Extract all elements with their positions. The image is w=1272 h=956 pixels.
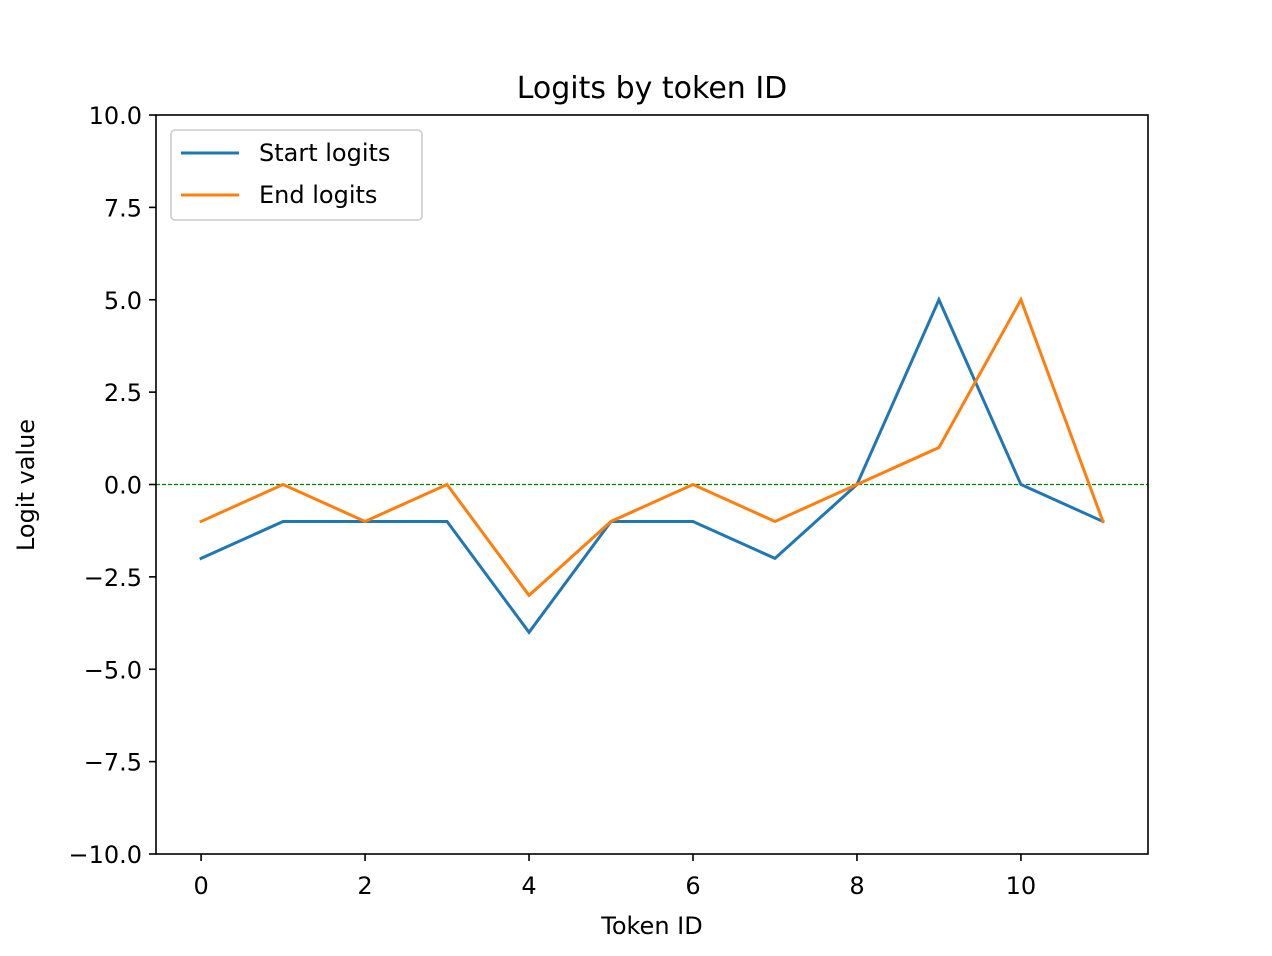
y-tick-label: −10.0 (68, 841, 142, 869)
x-tick-label: 8 (849, 872, 864, 900)
x-tick-label: 0 (193, 872, 208, 900)
x-tick-label: 2 (357, 872, 372, 900)
y-tick-label: −2.5 (84, 564, 142, 592)
y-tick-label: 2.5 (104, 379, 142, 407)
y-tick-label: 0.0 (104, 472, 142, 500)
legend-label: End logits (259, 181, 377, 209)
series-line-start-logits (199, 296, 1105, 635)
x-axis-label: Token ID (600, 912, 702, 940)
legend-label: Start logits (259, 139, 390, 167)
y-tick-label: −5.0 (84, 656, 142, 684)
series-line-end-logits (199, 296, 1105, 598)
y-tick-label: 5.0 (104, 287, 142, 315)
x-tick-label: 6 (685, 872, 700, 900)
y-tick-label: 10.0 (89, 102, 142, 130)
plot-area: 0 2 4 6 8 10 −10.0 −7.5 −5.0 −2.5 0.0 2.5 5.0 7.5 10.0… (68, 102, 1149, 900)
chart-title: Logits by token ID (517, 71, 788, 106)
x-tick-label: 10 (1006, 872, 1037, 900)
y-tick-label: −7.5 (84, 749, 142, 777)
x-tick-label: 4 (521, 872, 536, 900)
y-tick-label: 7.5 (104, 194, 142, 222)
y-axis-label: Logit value (12, 419, 40, 551)
